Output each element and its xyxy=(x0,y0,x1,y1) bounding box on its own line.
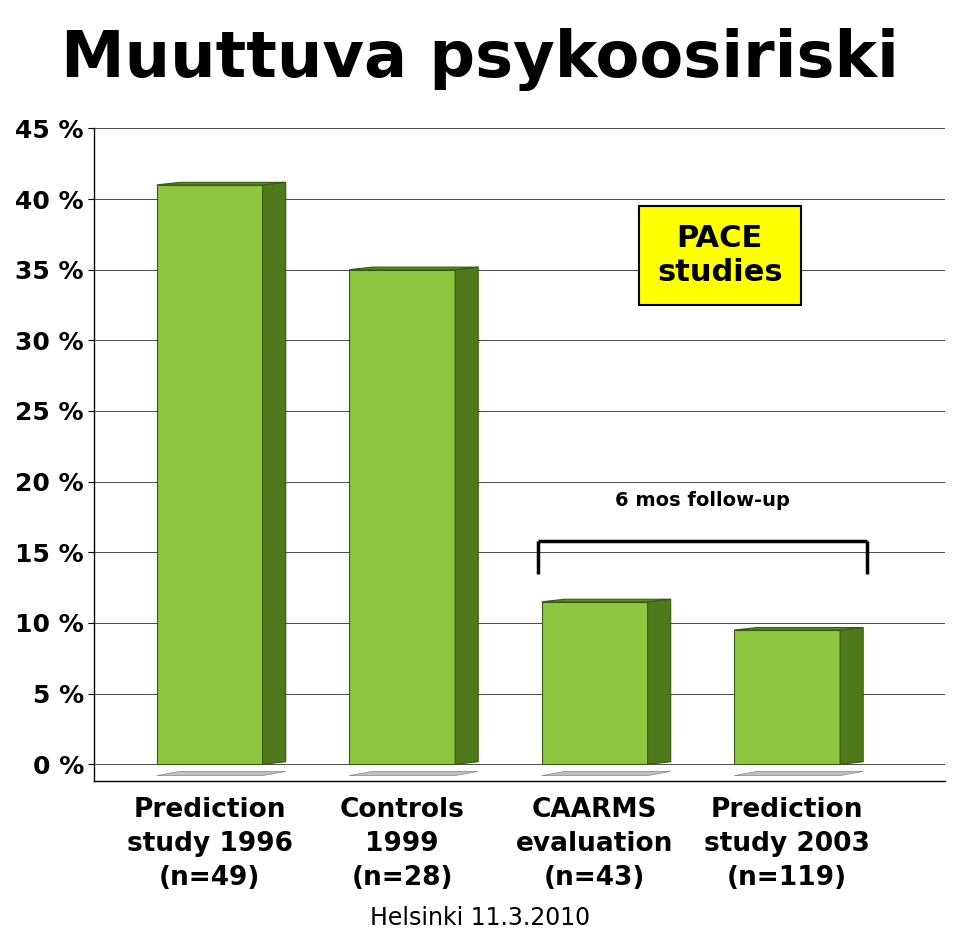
Polygon shape xyxy=(541,771,671,776)
Text: Muuttuva psykoosiriski: Muuttuva psykoosiriski xyxy=(61,28,899,92)
Text: PACE
studies: PACE studies xyxy=(657,225,782,287)
Bar xyxy=(541,601,648,765)
Polygon shape xyxy=(349,267,478,270)
Polygon shape xyxy=(840,628,863,765)
Bar xyxy=(156,185,263,765)
Bar xyxy=(734,630,840,765)
Polygon shape xyxy=(734,771,863,776)
Polygon shape xyxy=(734,628,863,630)
Polygon shape xyxy=(263,182,286,765)
Polygon shape xyxy=(156,182,286,185)
Text: Helsinki 11.3.2010: Helsinki 11.3.2010 xyxy=(370,906,590,930)
Polygon shape xyxy=(156,771,286,776)
Polygon shape xyxy=(648,599,671,765)
Polygon shape xyxy=(455,267,478,765)
Bar xyxy=(349,270,455,765)
Polygon shape xyxy=(349,771,478,776)
Polygon shape xyxy=(541,599,671,601)
Text: 6 mos follow-up: 6 mos follow-up xyxy=(615,491,790,510)
